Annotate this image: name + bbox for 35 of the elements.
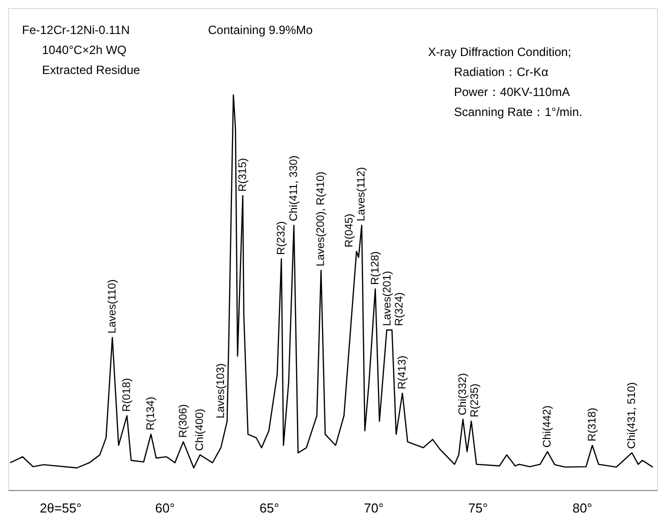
- annotation: R(315): [236, 158, 249, 192]
- annotation: Chi(332): [456, 373, 469, 416]
- annotation: R(045): [344, 214, 356, 248]
- annotation: R(235): [468, 384, 481, 418]
- annotation: Laves(201): [381, 270, 394, 326]
- x-tick-label: 75°: [468, 500, 488, 516]
- annotation: R(128): [369, 251, 382, 285]
- text: 1040°C×2h WQ: [42, 43, 127, 57]
- annotation: R(134): [144, 396, 157, 430]
- text: X-ray Diffraction Condition;: [428, 45, 572, 59]
- x-tick-label: 70°: [364, 500, 384, 516]
- annotation: R(413): [396, 356, 408, 390]
- annotation: Chi(442): [541, 405, 554, 448]
- annotation: R(018): [120, 378, 133, 412]
- text: Extracted Residue: [42, 63, 140, 77]
- annotation: Power：40KV-110mA: [454, 85, 570, 99]
- x-tick-label: 60°: [155, 500, 175, 516]
- annotation: Laves(112): [356, 167, 368, 222]
- annotation: Chi(400): [194, 408, 206, 451]
- text: Fe-12Cr-12Ni-0.11N: [22, 23, 130, 37]
- x-tick-label: 2θ=55°: [40, 500, 82, 516]
- annotation: R(232): [275, 221, 288, 255]
- annotation: Chi(431, 510): [626, 382, 638, 449]
- annotation: R(318): [586, 408, 598, 442]
- annotation: Laves(200), R(410): [315, 172, 328, 266]
- text: Radiation：Cr-Kα: [454, 65, 548, 79]
- text: Containing 9.9%Mo: [208, 23, 314, 37]
- annotation: R(306): [177, 404, 190, 438]
- annotation: Scanning Rate：1°/min.: [454, 105, 582, 119]
- annotation: R(324): [393, 292, 406, 326]
- annotation: Laves(110): [106, 279, 118, 334]
- x-tick-label: 65°: [260, 500, 280, 516]
- annotation: Laves(103): [214, 363, 227, 418]
- x-tick-label: 80°: [572, 500, 592, 516]
- annotation: Chi(411, 330): [288, 155, 300, 222]
